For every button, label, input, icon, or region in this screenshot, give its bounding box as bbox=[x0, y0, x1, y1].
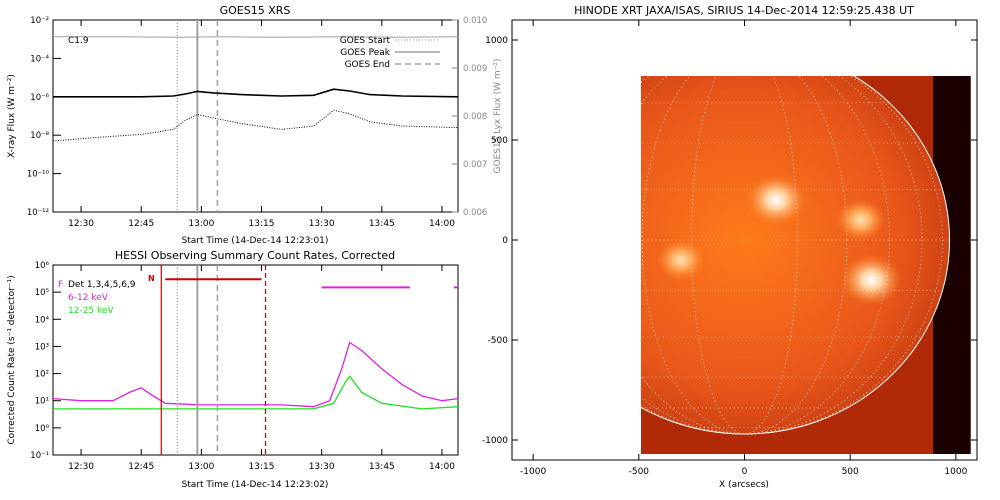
goes-legend-end-label: GOES End bbox=[345, 60, 390, 70]
xrt-ytick-label: -500 bbox=[488, 336, 509, 346]
goes-ytick-label: 10⁻¹² bbox=[27, 208, 49, 218]
goes-xtick-label: 13:30 bbox=[309, 219, 335, 229]
hessi-ytick-label: 10⁻¹ bbox=[30, 451, 49, 461]
goes-legend: GOES Start GOES Peak GOES End bbox=[340, 36, 440, 70]
hessi-ytick-label: 10³ bbox=[35, 342, 49, 352]
goes-plot-area bbox=[53, 20, 458, 212]
hessi-flag-f: F bbox=[58, 280, 63, 290]
hessi-xtick-label: 13:45 bbox=[369, 462, 395, 472]
hessi-series-12-25 bbox=[53, 375, 458, 410]
xrt-title: HINODE XRT JAXA/ISAS, SIRIUS 14-Dec-2014… bbox=[574, 4, 914, 17]
goes-ytick-right-label: 0.007 bbox=[463, 160, 487, 170]
xrt-grid-longitude bbox=[599, 45, 890, 435]
xrt-bright-region bbox=[841, 254, 902, 306]
goes-ytick-label: 10⁻⁶ bbox=[30, 93, 49, 103]
hessi-axes: 12:30 12:45 13:00 13:15 13:30 13:45 14:00 10⁻¹ 1… bbox=[30, 261, 455, 472]
xrt-xtick-label: 500 bbox=[842, 467, 859, 477]
hessi-xtick-label: 13:15 bbox=[249, 462, 275, 472]
goes-ytick-label: 10⁻⁸ bbox=[30, 131, 49, 141]
goes-ytick-right-label: 0.009 bbox=[463, 64, 487, 74]
hessi-xtick-label: 12:30 bbox=[68, 462, 94, 472]
xrt-ytick-label: 500 bbox=[491, 136, 508, 146]
xrt-ytick-label: 0 bbox=[502, 236, 508, 246]
goes-panel: GOES15 XRS 12:30 12:45 13:00 13:15 13:30 13:4… bbox=[7, 4, 503, 246]
xrt-bright-region bbox=[836, 199, 885, 241]
xrt-mask-left bbox=[512, 20, 641, 460]
hessi-ylabel: Corrected Count Rate (s⁻¹ detector⁻¹) bbox=[7, 275, 17, 444]
goes-title: GOES15 XRS bbox=[220, 4, 291, 17]
hessi-xtick-label: 13:00 bbox=[188, 462, 214, 472]
hessi-title: HESSI Observing Summary Count Rates, Cor… bbox=[115, 249, 395, 262]
hessi-series-6-12 bbox=[53, 341, 458, 408]
hessi-panel: HESSI Observing Summary Count Rates, Cor… bbox=[7, 249, 459, 490]
xrt-ytick-label: 1000 bbox=[485, 36, 508, 46]
goes-xlabel: Start Time (14-Dec-14 12:23:01) bbox=[182, 236, 329, 246]
xrt-image-area bbox=[512, 20, 977, 460]
goes-legend-peak-label: GOES Peak bbox=[340, 48, 390, 58]
hessi-plot-area bbox=[53, 265, 458, 455]
xrt-axes: -1000 -500 0 500 1000 -1000 -500 0 500 1000 bbox=[482, 20, 977, 477]
hessi-xtick-label: 13:30 bbox=[309, 462, 335, 472]
goes-ytick-right-label: 0.006 bbox=[463, 208, 487, 218]
xrt-bright-region bbox=[746, 174, 807, 226]
goes-legend-start-label: GOES Start bbox=[340, 36, 391, 46]
goes-ytick-label: 10⁻¹⁰ bbox=[27, 170, 50, 180]
goes-ytick-right-label: 0.010 bbox=[463, 16, 487, 26]
hessi-plot-frame bbox=[52, 264, 459, 456]
hessi-xtick-label: 14:00 bbox=[429, 462, 455, 472]
xrt-xlabel: X (arcsecs) bbox=[719, 480, 769, 490]
hessi-xtick-label: 12:45 bbox=[128, 462, 154, 472]
xrt-bright-region bbox=[657, 239, 706, 281]
xrt-grid-longitude bbox=[546, 45, 943, 435]
hessi-xlabel: Start Time (14-Dec-14 12:23:02) bbox=[182, 480, 329, 490]
goes-flare-class: C1.9 bbox=[68, 36, 89, 46]
goes-xtick-label: 13:00 bbox=[188, 219, 214, 229]
xrt-ytick-label: -1000 bbox=[482, 436, 508, 446]
hessi-legend-det: Det 1,3,4,5,6,9 bbox=[68, 280, 136, 290]
goes-ylabel-right: GOES15 Lyx Flux (W m⁻²) bbox=[493, 59, 503, 174]
hessi-ytick-label: 10⁴ bbox=[35, 315, 50, 325]
goes-plot-frame bbox=[52, 19, 459, 213]
goes-xtick-label: 12:30 bbox=[68, 219, 94, 229]
xrt-mask-top bbox=[640, 20, 977, 76]
goes-ytick-label: 10⁻⁴ bbox=[30, 54, 49, 64]
xrt-image-panel: HINODE XRT JAXA/ISAS, SIRIUS 14-Dec-2014… bbox=[482, 4, 978, 490]
hessi-legend-6-12: 6-12 keV bbox=[68, 293, 109, 303]
xrt-xtick-label: -1000 bbox=[520, 467, 546, 477]
hessi-legend: F Det 1,3,4,5,6,9 6-12 keV 12-25 keV N bbox=[58, 274, 155, 316]
hessi-ytick-label: 10¹ bbox=[35, 397, 49, 407]
hessi-ytick-label: 10⁰ bbox=[35, 424, 50, 434]
goes-series-1 bbox=[53, 88, 458, 98]
hessi-legend-12-25: 12-25 keV bbox=[68, 306, 114, 316]
xrt-xtick-label: 1000 bbox=[944, 467, 967, 477]
goes-axes: 12:30 12:45 13:00 13:15 13:30 13:45 14:00 10⁻¹²… bbox=[27, 16, 487, 229]
hessi-ytick-label: 10² bbox=[35, 370, 49, 380]
goes-ytick-label: 10⁻² bbox=[30, 16, 49, 26]
xrt-grid-longitude bbox=[691, 45, 798, 435]
goes-xtick-label: 12:45 bbox=[128, 219, 154, 229]
hessi-ytick-label: 10⁵ bbox=[35, 288, 49, 298]
goes-xtick-label: 13:15 bbox=[249, 219, 275, 229]
hessi-flag-n: N bbox=[148, 274, 155, 283]
goes-ylabel: X-ray Flux (W m⁻²) bbox=[7, 74, 17, 158]
hessi-ytick-label: 10⁶ bbox=[35, 261, 50, 271]
xrt-grid-longitude bbox=[641, 45, 848, 435]
goes-ytick-right-label: 0.008 bbox=[463, 112, 487, 122]
goes-xtick-label: 14:00 bbox=[429, 219, 455, 229]
goes-xtick-label: 13:45 bbox=[369, 219, 395, 229]
xrt-xtick-label: -500 bbox=[629, 467, 650, 477]
goes-series-0 bbox=[53, 36, 458, 38]
xrt-xtick-label: 0 bbox=[742, 467, 748, 477]
goes-series-2 bbox=[53, 109, 458, 142]
xrt-mask-bottom bbox=[640, 454, 977, 460]
